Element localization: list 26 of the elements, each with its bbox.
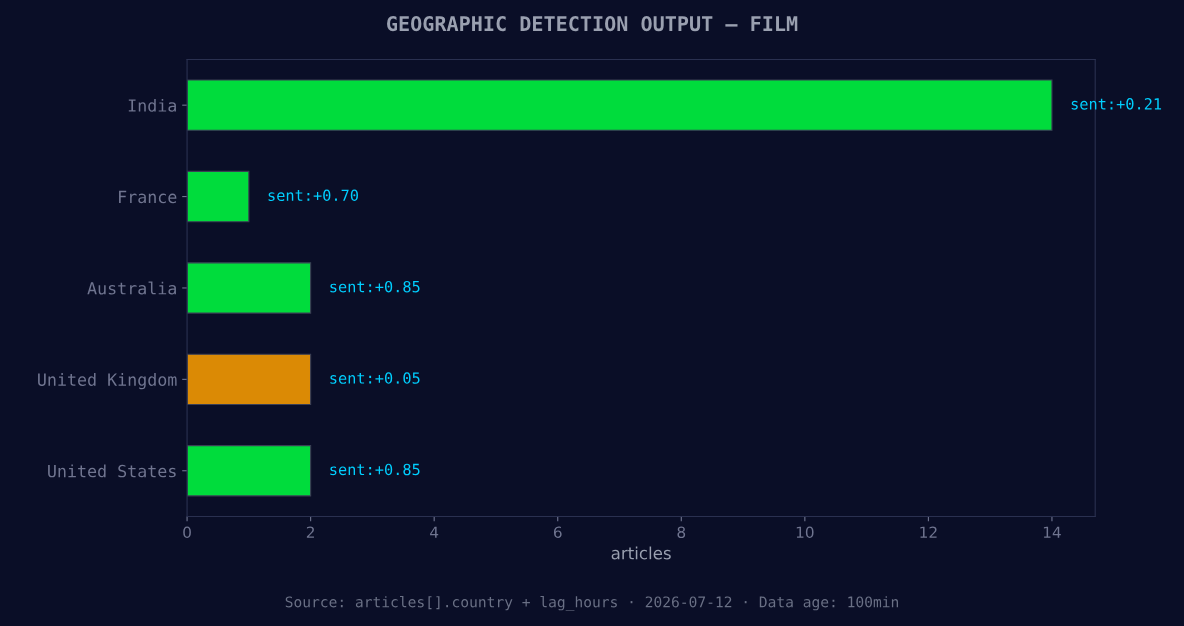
annotation: sent:+0.21 [1071, 98, 1162, 110]
bar [187, 445, 312, 497]
x-axis-title: articles [611, 546, 671, 560]
x-tick-label: 6 [553, 526, 562, 538]
y-tick-label: Australia [87, 281, 176, 295]
x-tick-label: 8 [677, 526, 686, 538]
x-tick-label: 10 [796, 526, 814, 538]
source-note: Source: articles[].country + lag_hours · 2026-07-12 · Data age: 100min [285, 596, 899, 611]
x-tick-label: 12 [920, 526, 937, 538]
bar [187, 79, 1053, 131]
chart-title: GEOGRAPHIC DETECTION OUTPUT — FILM [387, 16, 798, 32]
annotation: sent:+0.85 [330, 280, 420, 293]
bar [187, 262, 312, 314]
x-tick-label: 4 [430, 526, 439, 538]
annotation: sent:+0.05 [330, 372, 420, 384]
y-tick-label: United Kingdom [38, 373, 177, 390]
annotation: sent:+0.70 [268, 189, 358, 202]
bar [187, 170, 250, 223]
x-tick-label: 0 [183, 526, 191, 538]
y-tick-label: United States [48, 464, 176, 478]
x-tick-label: 14 [1043, 526, 1061, 538]
x-tick-label: 2 [306, 526, 314, 538]
y-tick-label: India [128, 98, 176, 112]
y-tick-label: France [119, 190, 177, 204]
bar [187, 353, 312, 406]
annotation: sent:+0.85 [330, 463, 420, 476]
